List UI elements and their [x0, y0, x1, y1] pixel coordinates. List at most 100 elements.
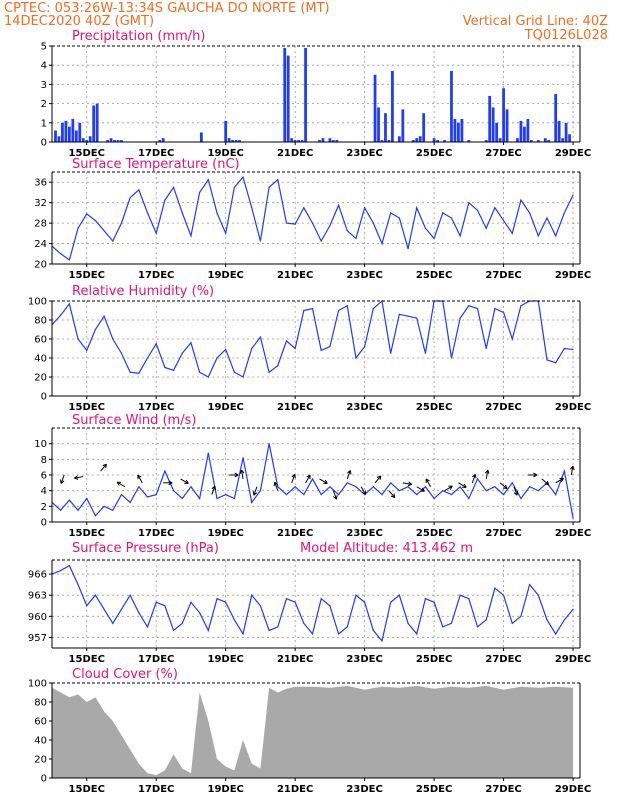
precip-bar — [318, 140, 321, 142]
rh-point — [181, 352, 183, 354]
wind-arrow — [471, 474, 477, 484]
temp-point — [442, 212, 444, 214]
precip-bar — [293, 140, 297, 142]
precip-xtick-label: 27DEC — [485, 148, 521, 159]
wind-arrow-head — [274, 481, 279, 486]
temp-point — [390, 212, 392, 214]
wind-point — [138, 486, 140, 488]
rh-point — [311, 308, 314, 310]
wind-arrow — [484, 469, 490, 480]
pressure-point — [277, 626, 279, 628]
precip-bar — [422, 113, 426, 142]
precip-bar — [92, 105, 96, 142]
pressure-point — [407, 622, 409, 624]
rh-point — [233, 371, 235, 373]
wind-xtick-label: 27DEC — [485, 528, 521, 539]
pressure-point — [563, 619, 565, 621]
temp-ytick-label: 36 — [34, 178, 47, 189]
precip-bar — [81, 138, 85, 142]
temp-point — [372, 222, 374, 224]
rh-ytick-label: 80 — [34, 316, 47, 327]
precip-bar — [450, 70, 453, 142]
rh-point — [294, 347, 296, 350]
wind-arrow-shaft — [416, 486, 425, 492]
precip-bar — [536, 140, 540, 142]
wind-arrow-head — [463, 483, 467, 488]
precip-bar — [57, 136, 61, 142]
pressure-xtick-label: 19DEC — [207, 654, 243, 665]
chart-panels: 0 1 2 3 4 5 15DEC 17DEC 19DEC 21DEC 23DEC 25DEC 27DE… — [28, 29, 591, 795]
wind-arrow-head — [472, 474, 476, 478]
wind-arrow-shaft — [319, 478, 328, 484]
precip-xtick-label: 29DEC — [555, 148, 591, 159]
wind-arrow — [444, 485, 453, 492]
wind-point — [476, 478, 479, 480]
pressure-point — [225, 601, 227, 603]
wind-point — [112, 509, 114, 511]
temp-point — [502, 219, 505, 222]
temp-point — [164, 199, 166, 201]
rh-point — [476, 308, 479, 310]
cloud-ytick-label: 40 — [34, 736, 47, 747]
pressure-point — [346, 626, 348, 628]
pressure-point — [199, 612, 201, 614]
temp-point — [468, 202, 470, 204]
rh-xtick-label: 23DEC — [346, 402, 382, 413]
wind-ytick-label: 0 — [41, 518, 47, 529]
temp-point — [320, 240, 322, 242]
wind-arrow — [100, 463, 107, 472]
rh-point — [251, 347, 253, 350]
precip-bar — [443, 140, 446, 142]
wind-arrow-head — [60, 480, 65, 484]
precip-bar — [158, 140, 162, 142]
pressure-point — [242, 633, 244, 635]
precip-bar — [384, 113, 387, 142]
wind-ytick-label: 6 — [41, 471, 47, 482]
rh-point — [407, 315, 409, 317]
wind-point — [346, 482, 348, 484]
temp-point — [485, 227, 487, 229]
rh-xtick-label: 29DEC — [555, 402, 591, 413]
cloud-ytick-label: 100 — [28, 679, 47, 690]
temp-point — [259, 240, 262, 242]
precip-bar — [543, 138, 547, 142]
wind-point — [416, 493, 418, 496]
wind-xtick-label: 25DEC — [416, 528, 452, 539]
cloud-xtick-label: 21DEC — [277, 784, 313, 795]
temp-point — [86, 213, 88, 215]
wind-arrow-shaft — [541, 478, 550, 486]
wind-arrow — [180, 478, 189, 484]
rh-point — [424, 352, 427, 354]
wind-arrow — [252, 486, 258, 496]
temp-point — [103, 230, 105, 232]
rh-point — [155, 343, 157, 345]
precip-bar — [95, 103, 99, 142]
wind-arrow-head — [422, 487, 425, 492]
temp-title: Surface Temperature (nC) — [72, 157, 240, 172]
wind-arrow-shaft — [360, 486, 367, 495]
pressure-point — [60, 569, 62, 572]
precip-bar — [290, 138, 294, 142]
precip-bar — [88, 136, 92, 142]
wind-arrow-shaft — [499, 482, 508, 490]
rh-point — [190, 342, 192, 344]
precip-bar — [113, 140, 116, 142]
rh-point — [277, 365, 279, 367]
temp-point — [294, 223, 296, 225]
rh-point — [68, 303, 70, 305]
temp-point — [138, 189, 140, 191]
wind-xtick-label: 17DEC — [138, 528, 174, 539]
wind-point — [372, 486, 374, 488]
precip-bar — [557, 120, 561, 142]
temp-ytick-label: 20 — [34, 260, 47, 271]
wind-arrow — [346, 470, 352, 480]
wind-arrow-head — [234, 474, 239, 478]
wind-arrow-head — [533, 474, 538, 478]
temp-point — [68, 259, 70, 261]
wind-arrow-head — [211, 485, 216, 490]
pressure-point — [207, 629, 209, 632]
wind-arrow-head — [105, 464, 107, 469]
wind-arrow — [59, 474, 65, 484]
rh-point — [77, 338, 79, 340]
pressure-point — [433, 601, 435, 603]
